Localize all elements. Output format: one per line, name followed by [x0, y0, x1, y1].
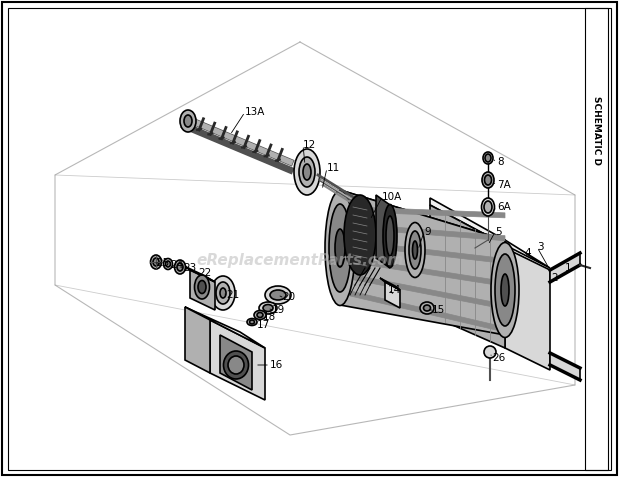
Ellipse shape	[164, 259, 172, 270]
Bar	[585, 8, 608, 470]
Ellipse shape	[483, 152, 493, 164]
Ellipse shape	[220, 288, 226, 298]
Text: 13A: 13A	[245, 107, 265, 117]
Text: 23: 23	[183, 263, 197, 273]
Ellipse shape	[254, 311, 266, 319]
Ellipse shape	[247, 318, 257, 326]
Ellipse shape	[423, 305, 430, 311]
Ellipse shape	[482, 172, 494, 188]
Ellipse shape	[482, 198, 495, 216]
Polygon shape	[220, 335, 252, 390]
Ellipse shape	[484, 201, 492, 213]
Ellipse shape	[299, 157, 315, 187]
Ellipse shape	[249, 320, 254, 324]
Text: eReplacementParts.com: eReplacementParts.com	[197, 252, 404, 268]
Ellipse shape	[216, 282, 230, 304]
Ellipse shape	[303, 164, 311, 180]
Ellipse shape	[195, 275, 210, 299]
Polygon shape	[340, 206, 505, 218]
Polygon shape	[210, 320, 265, 400]
Text: 9: 9	[424, 227, 431, 237]
Ellipse shape	[501, 274, 509, 306]
Ellipse shape	[412, 241, 417, 259]
Text: 4: 4	[524, 248, 531, 258]
Polygon shape	[340, 239, 505, 263]
Text: 7A: 7A	[497, 180, 511, 190]
Polygon shape	[180, 264, 215, 282]
Ellipse shape	[344, 195, 376, 275]
Polygon shape	[550, 253, 580, 282]
Ellipse shape	[485, 154, 491, 162]
Polygon shape	[340, 289, 505, 332]
Ellipse shape	[335, 229, 345, 267]
Text: 3: 3	[537, 242, 544, 252]
Ellipse shape	[263, 304, 273, 312]
Ellipse shape	[228, 356, 244, 374]
Text: 2: 2	[551, 273, 557, 283]
Ellipse shape	[265, 286, 291, 304]
Polygon shape	[505, 248, 550, 370]
Ellipse shape	[325, 191, 355, 305]
Text: 16: 16	[270, 360, 283, 370]
Ellipse shape	[184, 115, 192, 127]
Text: 21: 21	[226, 290, 239, 300]
Text: 10A: 10A	[382, 192, 402, 202]
Text: 1: 1	[565, 263, 572, 273]
Polygon shape	[430, 205, 505, 348]
Text: 12: 12	[303, 140, 316, 150]
Polygon shape	[185, 307, 210, 373]
Ellipse shape	[495, 254, 515, 326]
Ellipse shape	[151, 255, 161, 269]
Ellipse shape	[174, 260, 185, 274]
Polygon shape	[340, 272, 505, 309]
Polygon shape	[430, 198, 550, 268]
Ellipse shape	[180, 110, 196, 132]
Ellipse shape	[223, 351, 249, 379]
Ellipse shape	[383, 205, 397, 268]
Ellipse shape	[420, 302, 434, 314]
Ellipse shape	[257, 313, 263, 317]
Polygon shape	[550, 353, 580, 380]
Text: 22: 22	[198, 268, 211, 278]
Polygon shape	[190, 270, 215, 310]
Ellipse shape	[270, 290, 286, 300]
Ellipse shape	[198, 281, 206, 293]
Text: 18: 18	[263, 312, 277, 322]
Ellipse shape	[166, 261, 171, 267]
Text: 24: 24	[170, 260, 184, 270]
Text: 17: 17	[257, 320, 270, 330]
Text: SCHEMATIC D: SCHEMATIC D	[593, 96, 601, 164]
Polygon shape	[385, 282, 400, 308]
Text: 15: 15	[432, 305, 445, 315]
Ellipse shape	[405, 222, 425, 278]
Ellipse shape	[491, 242, 519, 337]
Ellipse shape	[409, 231, 421, 269]
Text: 19: 19	[272, 305, 285, 315]
Text: 14: 14	[388, 285, 401, 295]
Text: 5: 5	[495, 227, 502, 237]
Polygon shape	[340, 190, 505, 335]
Ellipse shape	[177, 263, 183, 271]
Text: 20: 20	[282, 292, 295, 302]
Polygon shape	[340, 256, 505, 286]
Polygon shape	[185, 307, 265, 348]
Polygon shape	[380, 278, 400, 290]
Polygon shape	[340, 190, 505, 270]
Ellipse shape	[153, 258, 159, 266]
Ellipse shape	[294, 149, 320, 195]
Text: 8: 8	[497, 157, 503, 167]
Circle shape	[484, 346, 496, 358]
Text: 25: 25	[156, 258, 169, 268]
Ellipse shape	[259, 302, 277, 314]
Polygon shape	[376, 195, 390, 268]
Ellipse shape	[484, 175, 492, 185]
Text: 26: 26	[492, 353, 505, 363]
Ellipse shape	[329, 204, 351, 292]
Ellipse shape	[386, 216, 394, 256]
Text: 11: 11	[327, 163, 340, 173]
Ellipse shape	[211, 276, 235, 310]
Text: 6A: 6A	[497, 202, 511, 212]
Polygon shape	[340, 223, 505, 241]
